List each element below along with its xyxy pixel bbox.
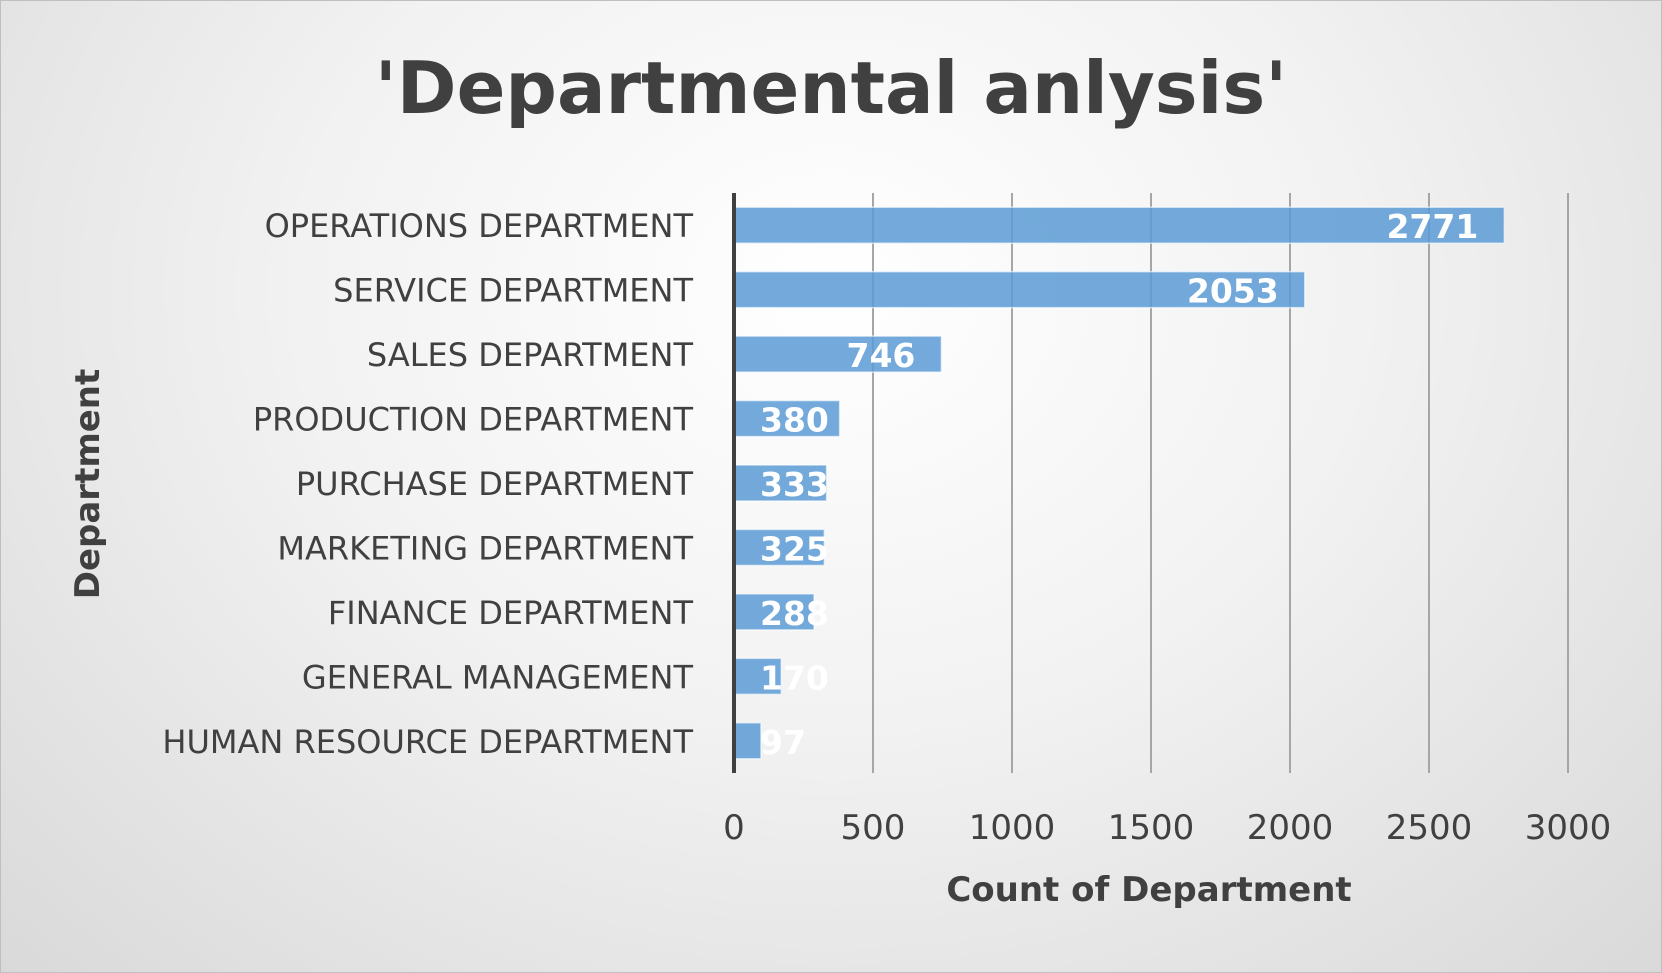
x-tick-label: 3000: [1525, 808, 1612, 848]
category-label: FINANCE DEPARTMENT: [328, 594, 694, 632]
category-label: PRODUCTION DEPARTMENT: [253, 401, 694, 439]
data-label: 2771: [1386, 207, 1478, 246]
category-label: GENERAL MANAGEMENT: [302, 658, 694, 696]
y-axis-title: Department: [68, 369, 108, 600]
chart-title: 'Departmental anlysis': [375, 46, 1287, 130]
data-label: 333: [760, 465, 829, 504]
bar: [733, 464, 828, 502]
bar: [733, 206, 1506, 244]
data-label: 325: [760, 529, 829, 568]
x-tick-label: 2000: [1247, 808, 1334, 848]
x-tick-label: 1000: [969, 808, 1056, 848]
category-label: SERVICE DEPARTMENT: [333, 272, 693, 310]
x-tick-label: 1500: [1108, 808, 1195, 848]
data-label: 746: [846, 336, 915, 375]
bars: [733, 206, 1506, 760]
category-label: PURCHASE DEPARTMENT: [296, 465, 694, 503]
data-label: 288: [760, 594, 829, 633]
data-labels: 2771 2053 746 380 333 325 288 170 97: [760, 207, 1478, 762]
category-label: SALES DEPARTMENT: [367, 336, 694, 374]
data-label: 170: [760, 658, 829, 697]
bar: [733, 657, 783, 696]
x-tick-labels: 0 500 1000 1500 2000 2500 3000: [723, 808, 1611, 848]
data-label: 97: [760, 723, 806, 762]
x-tick-label: 0: [723, 808, 745, 848]
bar: [733, 399, 841, 438]
bar: [733, 722, 762, 760]
x-tick-label: 2500: [1386, 808, 1473, 848]
category-label: HUMAN RESOURCE DEPARTMENT: [162, 723, 693, 761]
category-label: OPERATIONS DEPARTMENT: [265, 207, 694, 245]
data-label: 380: [760, 401, 829, 440]
category-labels: OPERATIONS DEPARTMENT SERVICE DEPARTMENT S…: [162, 207, 693, 761]
bar: [733, 593, 815, 631]
bar: [733, 528, 826, 567]
data-label: 2053: [1187, 272, 1279, 311]
x-axis-title: Count of Department: [946, 870, 1351, 910]
x-tick-label: 500: [841, 808, 906, 848]
category-label: MARKETING DEPARTMENT: [277, 529, 693, 567]
bar: [733, 335, 943, 373]
